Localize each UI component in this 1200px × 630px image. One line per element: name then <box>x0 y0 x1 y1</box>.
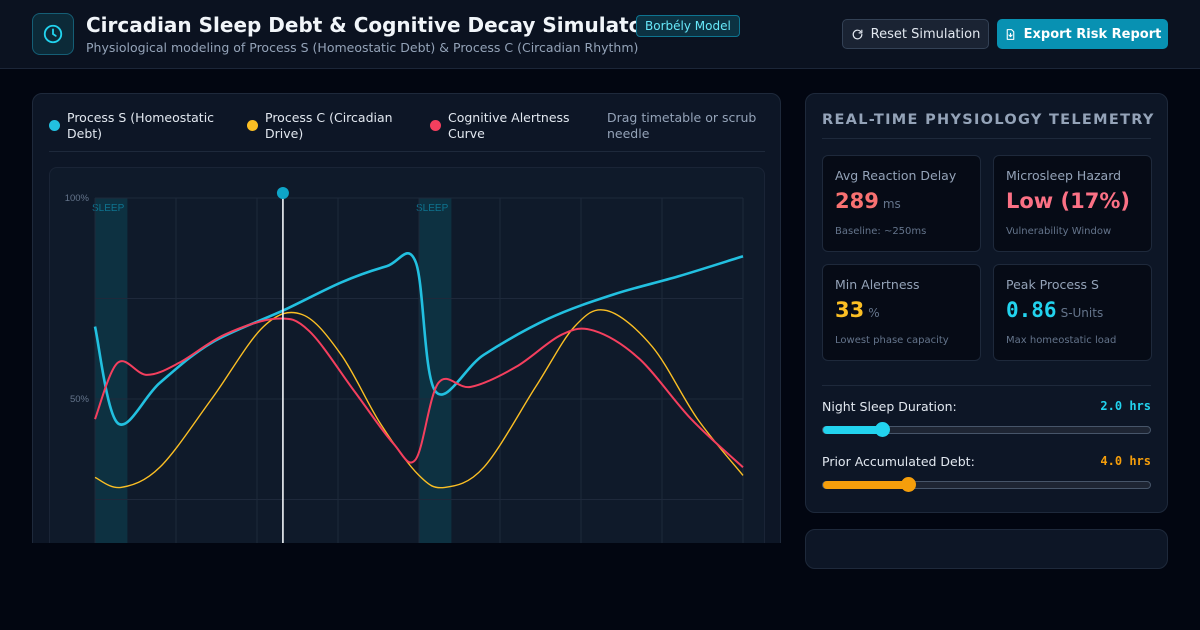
clock-icon <box>43 24 63 44</box>
slider-fill <box>823 426 882 434</box>
slider-fill <box>823 481 909 489</box>
legend-swatch <box>430 120 441 131</box>
app-logo <box>32 13 74 55</box>
card-note: Max homeostatic load <box>1006 335 1117 346</box>
min-alertness-value: 33 <box>835 298 865 322</box>
card-unit: % <box>868 306 880 320</box>
alertness-line <box>94 317 744 469</box>
sleep-band-label: SLEEP <box>92 203 125 214</box>
legend-label: Process C (Circadian Drive) <box>265 110 393 141</box>
legend-item-alertness: Cognitive Alertness Curve <box>430 110 580 142</box>
legend-item-process-s: Process S (Homeostatic Debt) <box>49 110 219 142</box>
min-alertness-card: Min Alertness 33% Lowest phase capacity <box>822 264 981 361</box>
model-badge: Borbély Model <box>636 15 740 37</box>
y-tick-label: 100% <box>65 193 90 204</box>
sleep-duration-label: Night Sleep Duration: <box>822 399 957 414</box>
microsleep-hazard-value: Low (17%) <box>1006 189 1130 213</box>
card-note: Baseline: ~250ms <box>835 226 927 237</box>
process-c-line <box>94 309 744 489</box>
app-header: Circadian Sleep Debt & Cognitive Decay S… <box>0 0 1200 69</box>
sleep-band-label: SLEEP <box>416 203 449 214</box>
card-note: Lowest phase capacity <box>835 335 949 346</box>
card-label: Microsleep Hazard <box>1006 168 1122 183</box>
file-download-icon <box>1006 28 1014 40</box>
chart-legend: Process S (Homeostatic Debt) Process C (… <box>49 110 765 152</box>
legend-item-process-c: Process C (Circadian Drive) <box>247 110 407 142</box>
legend-swatch <box>49 120 60 131</box>
slider-thumb[interactable] <box>874 422 890 437</box>
legend-label: Cognitive Alertness Curve <box>448 110 570 141</box>
secondary-panel <box>805 529 1168 569</box>
page-title: Circadian Sleep Debt & Cognitive Decay S… <box>86 13 653 37</box>
card-note: Vulnerability Window <box>1006 226 1112 237</box>
page-subtitle: Physiological modeling of Process S (Hom… <box>86 40 639 55</box>
card-label: Min Alertness <box>835 277 920 292</box>
legend-hint: Drag timetable or scrub needle <box>607 110 757 141</box>
telemetry-panel: REAL-TIME PHYSIOLOGY TELEMETRY Avg React… <box>805 93 1168 513</box>
card-label: Peak Process S <box>1006 277 1099 292</box>
prior-debt-value: 4.0 hrs <box>1100 454 1151 468</box>
prior-debt-label: Prior Accumulated Debt: <box>822 454 975 469</box>
reaction-delay-card: Avg Reaction Delay 289 ms Baseline: ~250m… <box>822 155 981 252</box>
prior-debt-slider[interactable] <box>822 477 1151 492</box>
peak-process-s-card: Peak Process S 0.86 S-Units Max homeostat… <box>993 264 1152 361</box>
process-s-line <box>93 252 744 426</box>
legend-swatch <box>247 120 258 131</box>
telemetry-title: REAL-TIME PHYSIOLOGY TELEMETRY <box>822 112 1155 128</box>
reset-simulation-label: Reset Simulation <box>870 26 981 42</box>
card-unit: ms <box>882 197 901 211</box>
sleep-band <box>95 198 128 562</box>
legend-label: Process S (Homeostatic Debt) <box>67 110 215 141</box>
plot-frame[interactable]: SLEEP SLEEP 100% 50% <box>49 167 766 563</box>
peak-process-s-value: 0.86 <box>1006 298 1057 322</box>
reaction-delay-value: 289 <box>835 189 879 213</box>
sleep-band <box>419 198 452 562</box>
sleep-duration-slider[interactable] <box>822 422 1151 437</box>
export-risk-report-button[interactable]: Export Risk Report <box>997 19 1168 49</box>
y-tick-label: 50% <box>70 394 90 405</box>
chart-panel: Process S (Homeostatic Debt) Process C (… <box>32 93 781 563</box>
microsleep-hazard-card: Microsleep Hazard Low (17%) Vulnerabilit… <box>993 155 1152 252</box>
refresh-icon <box>852 29 863 39</box>
sleep-duration-value: 2.0 hrs <box>1100 399 1151 413</box>
card-label: Avg Reaction Delay <box>835 168 957 183</box>
slider-thumb[interactable] <box>901 477 917 492</box>
reset-simulation-button[interactable]: Reset Simulation <box>842 19 989 49</box>
card-unit: S-Units <box>1060 306 1104 320</box>
export-risk-report-label: Export Risk Report <box>1023 26 1162 42</box>
time-needle-handle[interactable] <box>276 187 289 199</box>
